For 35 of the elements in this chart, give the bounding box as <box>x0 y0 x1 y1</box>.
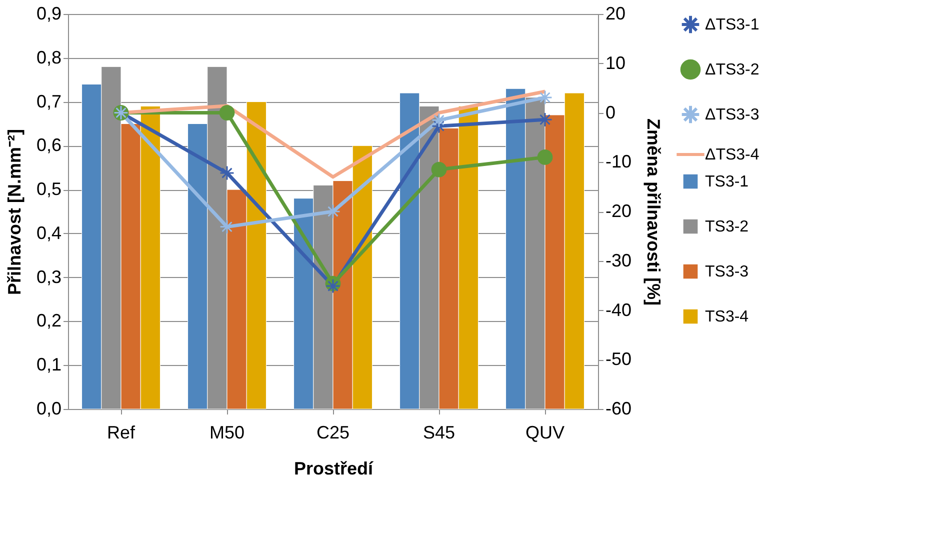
y-tick-label: 0,4 <box>36 222 62 243</box>
y2-tick-label: -50 <box>606 349 632 370</box>
x-tick-label: QUV <box>525 422 565 442</box>
x-tick-label: Ref <box>106 422 136 442</box>
y2-tick-label: -40 <box>606 300 632 320</box>
x-tick-label: C25 <box>316 422 350 442</box>
y2-tick-label: 0 <box>606 102 616 122</box>
y2-tick-label: -30 <box>606 250 632 270</box>
y2-tick-label: -10 <box>606 152 632 172</box>
x-tick-label: S45 <box>422 422 456 442</box>
y2-tick-label: -20 <box>606 201 632 221</box>
legend-label: TS3-1 <box>705 174 749 190</box>
y-tick-label: 0,2 <box>36 310 62 331</box>
y2-tick-label: 20 <box>606 4 626 24</box>
legend-label: ΔTS3-2 <box>705 62 760 78</box>
y-tick-label: 0,0 <box>36 398 62 418</box>
x-axis-title: Prostředí <box>294 458 374 478</box>
y-tick-label: 0,9 <box>36 4 62 24</box>
y-tick-label: 0,8 <box>36 47 62 68</box>
y2-tick-label: 10 <box>606 52 626 73</box>
y-tick-label: 0,7 <box>36 91 62 112</box>
y-tick-label: 0,5 <box>36 179 62 200</box>
legend-label: TS3-4 <box>705 308 749 326</box>
legend-label: ΔTS3-4 <box>705 146 760 164</box>
y-tick-label: 0,6 <box>36 135 62 156</box>
x-tick-label: M50 <box>209 422 245 442</box>
legend-label: TS3-2 <box>705 218 749 236</box>
y2-axis-title: Změna přilnavosti [%] <box>644 118 664 306</box>
legend-label: ΔTS3-1 <box>705 16 760 34</box>
legend-label: ΔTS3-3 <box>705 106 760 124</box>
y-axis-title: Přilnavost [N.mm⁻²] <box>4 128 24 296</box>
y2-tick-label: -60 <box>606 398 632 418</box>
y-tick-label: 0,1 <box>36 354 62 375</box>
y-tick-label: 0,3 <box>36 266 62 287</box>
legend-label: TS3-3 <box>705 264 749 280</box>
